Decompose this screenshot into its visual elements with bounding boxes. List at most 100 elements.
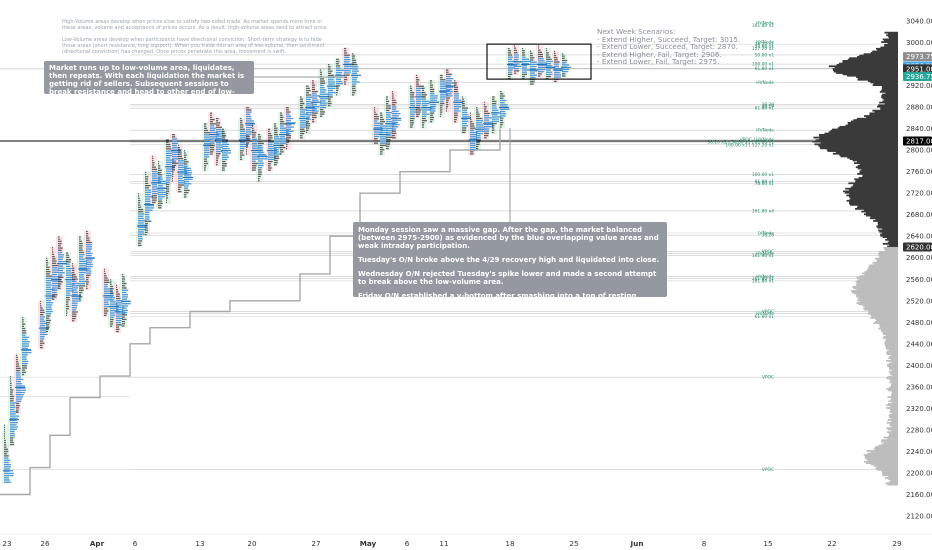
tpo-row [306,85,309,87]
tpo-row [16,400,22,402]
tpo-row [446,110,447,112]
tpo-row [422,113,430,115]
tpo-row [166,146,171,148]
tpo-row [500,121,504,124]
volume-bar [873,82,898,85]
time-tick-label: 26 [40,539,50,548]
tpo-row [462,122,467,125]
tpo-row [246,131,253,133]
volume-bar [889,368,898,370]
tpo-row [4,461,9,464]
tpo-row [184,189,190,192]
tpo-row [22,358,27,360]
tpo-row [446,101,449,104]
tpo-row [46,277,52,279]
volume-bar [880,329,898,331]
volume-bar [867,312,898,315]
tpo-row [392,101,397,104]
tpo-row [386,145,390,147]
tpo-row [476,143,480,145]
tpo-row [58,247,63,249]
volume-bar [884,341,898,343]
volume-bar [870,81,898,84]
tpo-row [500,126,502,128]
tpo-row [328,70,333,72]
tpo-row [462,131,466,134]
tpo-row [454,88,458,91]
tpo-row [454,84,457,86]
tpo-row [104,308,108,310]
tpo-row [320,84,324,87]
volume-bar [889,244,898,247]
tpo-row [116,313,126,315]
tpo-row [312,114,317,116]
volume-bar [887,428,898,431]
tpo-row [530,61,537,63]
tpo-row [86,248,93,250]
tpo-row [462,105,465,107]
tpo-row [104,303,110,306]
tpo-row [66,290,74,292]
tpo-row [22,362,28,365]
tpo-row [328,98,331,100]
tpo-row [416,94,422,96]
volume-bar [881,85,898,88]
tpo-row [320,115,323,117]
volume-bar [880,107,898,109]
tpo-row [52,276,62,278]
tpo-row [46,306,52,308]
tpo-row [300,100,304,102]
tpo-row [274,138,282,140]
volume-bar [848,123,898,126]
tpo-row [546,62,552,65]
poc-mark [151,182,161,184]
volume-bar [890,380,898,382]
tpo-row [204,162,209,165]
tpo-row [178,155,183,158]
tpo-row [52,298,55,300]
tpo-row [66,254,69,256]
tpo-row [392,121,399,124]
tpo-row [422,94,428,96]
volume-bar [849,198,898,201]
tpo-row [300,132,305,135]
tpo-row [374,113,378,116]
tpo-row [166,152,173,155]
tpo-row [172,153,179,156]
volume-bar [885,345,898,347]
tpo-row [258,153,266,156]
tpo-row [122,282,127,285]
tpo-row [280,144,284,147]
tpo-row [500,104,508,106]
tpo-row [79,236,81,238]
tpo-row [274,136,280,138]
tpo-row [86,250,91,252]
tpo-row [86,287,88,290]
tpo-row [72,296,82,298]
tpo-row [546,56,551,58]
tpo-row [422,117,426,120]
tpo-row [58,281,63,283]
tpo-row [484,121,493,123]
tpo-row [484,119,490,121]
tpo-row [72,289,77,291]
tpo-row [184,187,188,189]
poc-mark [21,349,31,351]
tpo-row [306,87,310,90]
tpo-row [72,267,75,269]
tpo-row [240,130,246,133]
tpo-row [66,305,70,308]
tpo-row [508,73,513,76]
tpo-row [16,394,25,396]
tpo-row [268,130,270,133]
tpo-row [72,311,78,313]
volume-bar [873,322,898,325]
tpo-row [240,141,246,143]
tpo-row [116,286,118,289]
tpo-row [538,66,546,69]
tpo-row [122,305,129,307]
tpo-row [446,75,451,78]
tpo-row [252,123,253,125]
tpo-row [440,113,442,115]
tpo-row [410,98,414,100]
